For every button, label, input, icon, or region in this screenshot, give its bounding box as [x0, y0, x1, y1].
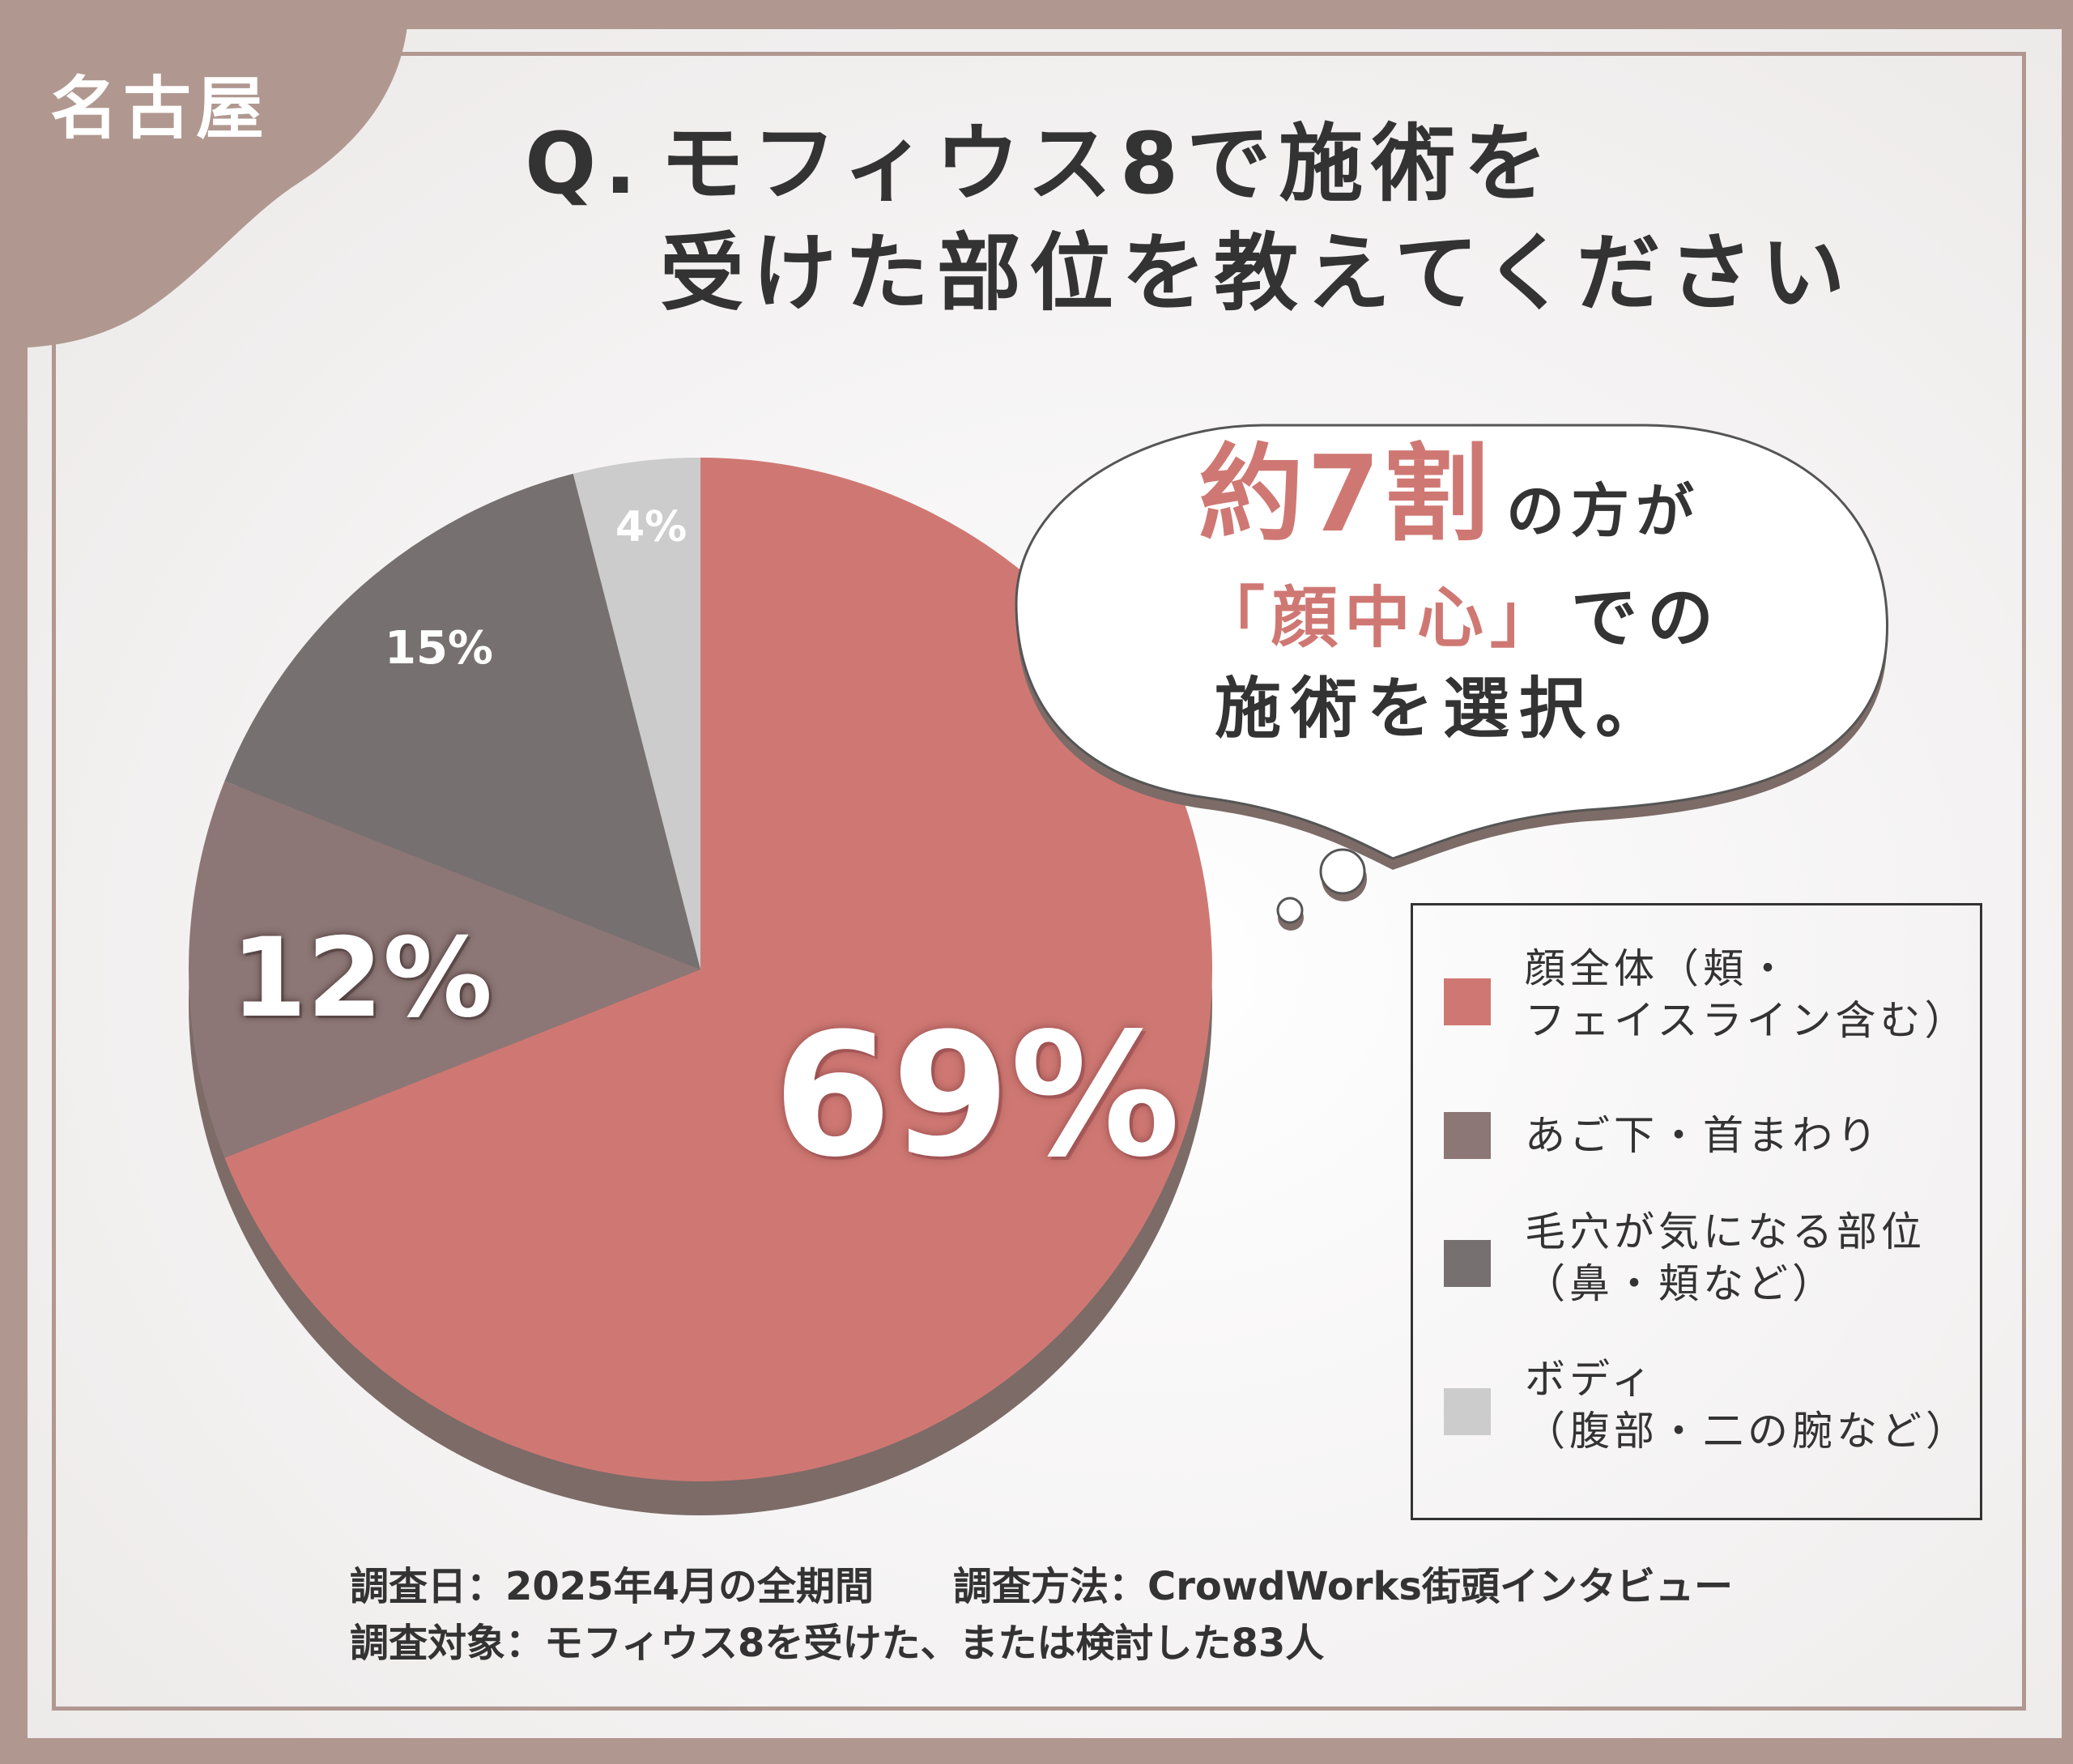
slice-label-face: 69%	[773, 996, 1181, 1195]
thought-dot-small	[1276, 897, 1304, 924]
callout-text-3: 施術を選択。	[1215, 671, 1672, 748]
chart-legend: 顔全体（頬・ フェイスライン含む） あご下・首まわり 毛穴が気になる部位 （鼻・…	[1411, 903, 1982, 1520]
legend-swatch-body	[1444, 1388, 1491, 1435]
legend-label-pores-2: （鼻・頬など）	[1525, 1260, 1837, 1307]
question-prefix: Q.	[525, 114, 645, 213]
pie-slice-pores	[224, 473, 701, 969]
legend-label-body-2: （腹部・二の腕など）	[1525, 1408, 1970, 1455]
question-title-line2: 受けた部位を教えてください	[660, 224, 1854, 322]
callout-text-1: の方が	[1506, 477, 1701, 545]
callout-text-2: での	[1571, 580, 1724, 657]
pie-slice-chin-neck	[189, 781, 700, 1158]
card-frame	[52, 52, 2026, 1711]
question-title-line1: モフィウス8で施術を	[660, 114, 1556, 213]
survey-method: 調査方法：CrowdWorks街頭インタビュー	[953, 1564, 1733, 1609]
slice-label-body: 4%	[615, 503, 687, 552]
city-tag: 名古屋	[50, 69, 270, 148]
legend-label-body-1: ボディ	[1525, 1356, 1656, 1403]
callout-highlight-ratio: 約7割	[1198, 432, 1492, 556]
speech-bubble	[1015, 424, 1888, 931]
legend-label-pores-1: 毛穴が気になる部位	[1525, 1208, 1926, 1255]
pie-slice-body	[573, 458, 700, 969]
city-tag-shape	[0, 0, 409, 348]
legend-label-chin-neck: あご下・首まわり	[1525, 1112, 1881, 1159]
speech-bubble-body	[1015, 424, 1888, 860]
pie-slices	[189, 458, 1213, 1482]
pie-slice-face	[224, 458, 1213, 1482]
callout-highlight-face: 「顔中心」	[1198, 580, 1564, 657]
legend-label-face-2: フェイスライン含む）	[1525, 997, 1969, 1044]
slice-label-pores: 15%	[385, 622, 494, 675]
survey-target: 調査対象：モフィウス8を受けた、または検討した83人	[350, 1621, 1325, 1666]
legend-swatch-chin-neck	[1444, 1112, 1491, 1159]
thought-dot-large	[1319, 848, 1366, 895]
survey-date: 調査日：2025年4月の全期間	[350, 1564, 874, 1609]
legend-swatch-face	[1444, 978, 1491, 1025]
slice-label-chin-neck: 12%	[231, 914, 493, 1042]
legend-label-face-1: 顔全体（頬・	[1525, 945, 1792, 992]
legend-swatch-pores	[1444, 1240, 1491, 1287]
